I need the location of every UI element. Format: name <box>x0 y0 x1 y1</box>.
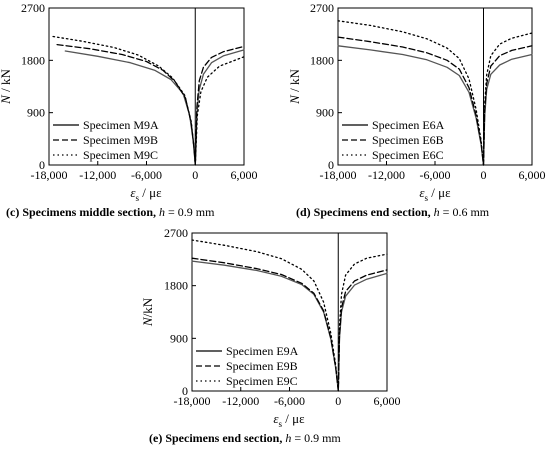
x-axis-symbol: ε <box>130 185 136 200</box>
caption-text: Specimens end section, <box>311 205 434 219</box>
x-tick-label: -18,000 <box>320 168 357 182</box>
y-tick-label: 1800 <box>21 53 45 67</box>
y-tick-label: 900 <box>170 331 188 345</box>
y-tick-label: 2700 <box>21 1 45 15</box>
y-axis-symbol: N <box>287 94 302 105</box>
x-tick-label: -6,000 <box>420 168 451 182</box>
caption-letter: (c) <box>6 205 19 219</box>
legend-label: Specimen M9C <box>83 148 158 162</box>
y-axis-unit: /kN <box>140 297 155 317</box>
chart-panel-d: -18,000 -12,000 -6,000 0 6,000 0 900 1800 2700 Sp… <box>287 1 546 219</box>
x-tick-label: -18,000 <box>174 394 211 408</box>
legend-label: Specimen E6A <box>372 118 445 132</box>
caption-param: h <box>434 205 440 219</box>
legend-label: Specimen M9A <box>83 118 159 132</box>
y-axis-symbol: N <box>140 316 155 327</box>
y-tick-label: 1800 <box>164 279 188 293</box>
legend-label: Specimen E6B <box>372 133 444 147</box>
x-tick-label: 0 <box>192 168 198 182</box>
y-tick-label: 900 <box>316 106 334 120</box>
caption-value: = 0.9 mm <box>165 205 215 219</box>
caption-value: = 0.9 mm <box>291 431 341 445</box>
caption-param: h <box>159 205 165 219</box>
x-axis-subscript: s <box>279 419 283 429</box>
chart-panel-e: -18,000 -12,000 -6,000 0 6,000 0 900 1800 2700 Sp… <box>140 226 401 445</box>
legend-label: Specimen E9B <box>226 359 298 373</box>
x-tick-label: -12,000 <box>368 168 405 182</box>
x-axis-label: εs / με <box>419 185 451 203</box>
x-tick-label: 6,000 <box>519 168 546 182</box>
x-tick-label: -12,000 <box>222 394 259 408</box>
series-line-specimen-e6c <box>337 20 533 166</box>
panel-caption: (d) Specimens end section, h = 0.6 mm <box>296 205 490 219</box>
x-tick-label: 6,000 <box>374 394 401 408</box>
series-line-specimen-e9b <box>191 257 388 392</box>
x-axis-label: εs / με <box>273 411 305 429</box>
caption-letter: (d) <box>296 205 311 219</box>
y-axis-label: N / kN <box>0 69 13 105</box>
panel-caption: (c) Specimens middle section, h = 0.9 mm <box>6 205 215 219</box>
caption-param: h <box>285 431 291 445</box>
y-tick-label: 900 <box>27 106 45 120</box>
x-tick-label: -6,000 <box>274 394 305 408</box>
chart-panel-c: -18,000 -12,000 -6,000 0 6,000 0 900 1800 2700 Sp… <box>0 1 258 219</box>
x-tick-label: -18,000 <box>31 168 68 182</box>
y-axis-unit: / kN <box>287 69 302 96</box>
caption-letter: (e) <box>149 431 162 445</box>
x-axis-symbol: ε <box>273 411 279 426</box>
x-tick-label: 0 <box>481 168 487 182</box>
series-line-specimen-m9c <box>52 35 245 166</box>
caption-value: = 0.6 mm <box>440 205 490 219</box>
y-axis-label: N / kN <box>287 69 302 105</box>
y-axis-unit: / kN <box>0 69 13 96</box>
y-tick-label: 0 <box>328 158 334 172</box>
y-axis-symbol: N <box>0 94 13 105</box>
x-tick-label: -12,000 <box>79 168 116 182</box>
legend-label: Specimen M9B <box>83 133 158 147</box>
x-axis-label: εs / με <box>130 185 162 203</box>
y-axis-label: N/kN <box>140 297 155 327</box>
y-tick-label: 1800 <box>310 53 334 67</box>
caption-text: Specimens end section, <box>162 431 285 445</box>
legend-label: Specimen E6C <box>372 148 444 162</box>
x-axis-subscript: s <box>425 193 429 203</box>
x-axis-unit: / με <box>282 411 305 426</box>
legend-label: Specimen E9A <box>226 344 299 358</box>
legend-label: Specimen E9C <box>226 374 298 388</box>
y-tick-label: 2700 <box>310 1 334 15</box>
x-tick-label: 0 <box>335 394 341 408</box>
x-axis-subscript: s <box>136 193 140 203</box>
x-axis-symbol: ε <box>419 185 425 200</box>
x-axis-unit: / με <box>428 185 451 200</box>
y-tick-label: 0 <box>182 384 188 398</box>
x-tick-label: -6,000 <box>131 168 162 182</box>
caption-text: Specimens middle section, <box>19 205 159 219</box>
x-axis-unit: / με <box>139 185 162 200</box>
y-tick-label: 0 <box>39 158 45 172</box>
panel-caption: (e) Specimens end section, h = 0.9 mm <box>149 431 341 445</box>
x-tick-label: 6,000 <box>231 168 258 182</box>
y-tick-label: 2700 <box>164 226 188 240</box>
series-line-specimen-e9c <box>191 239 388 392</box>
